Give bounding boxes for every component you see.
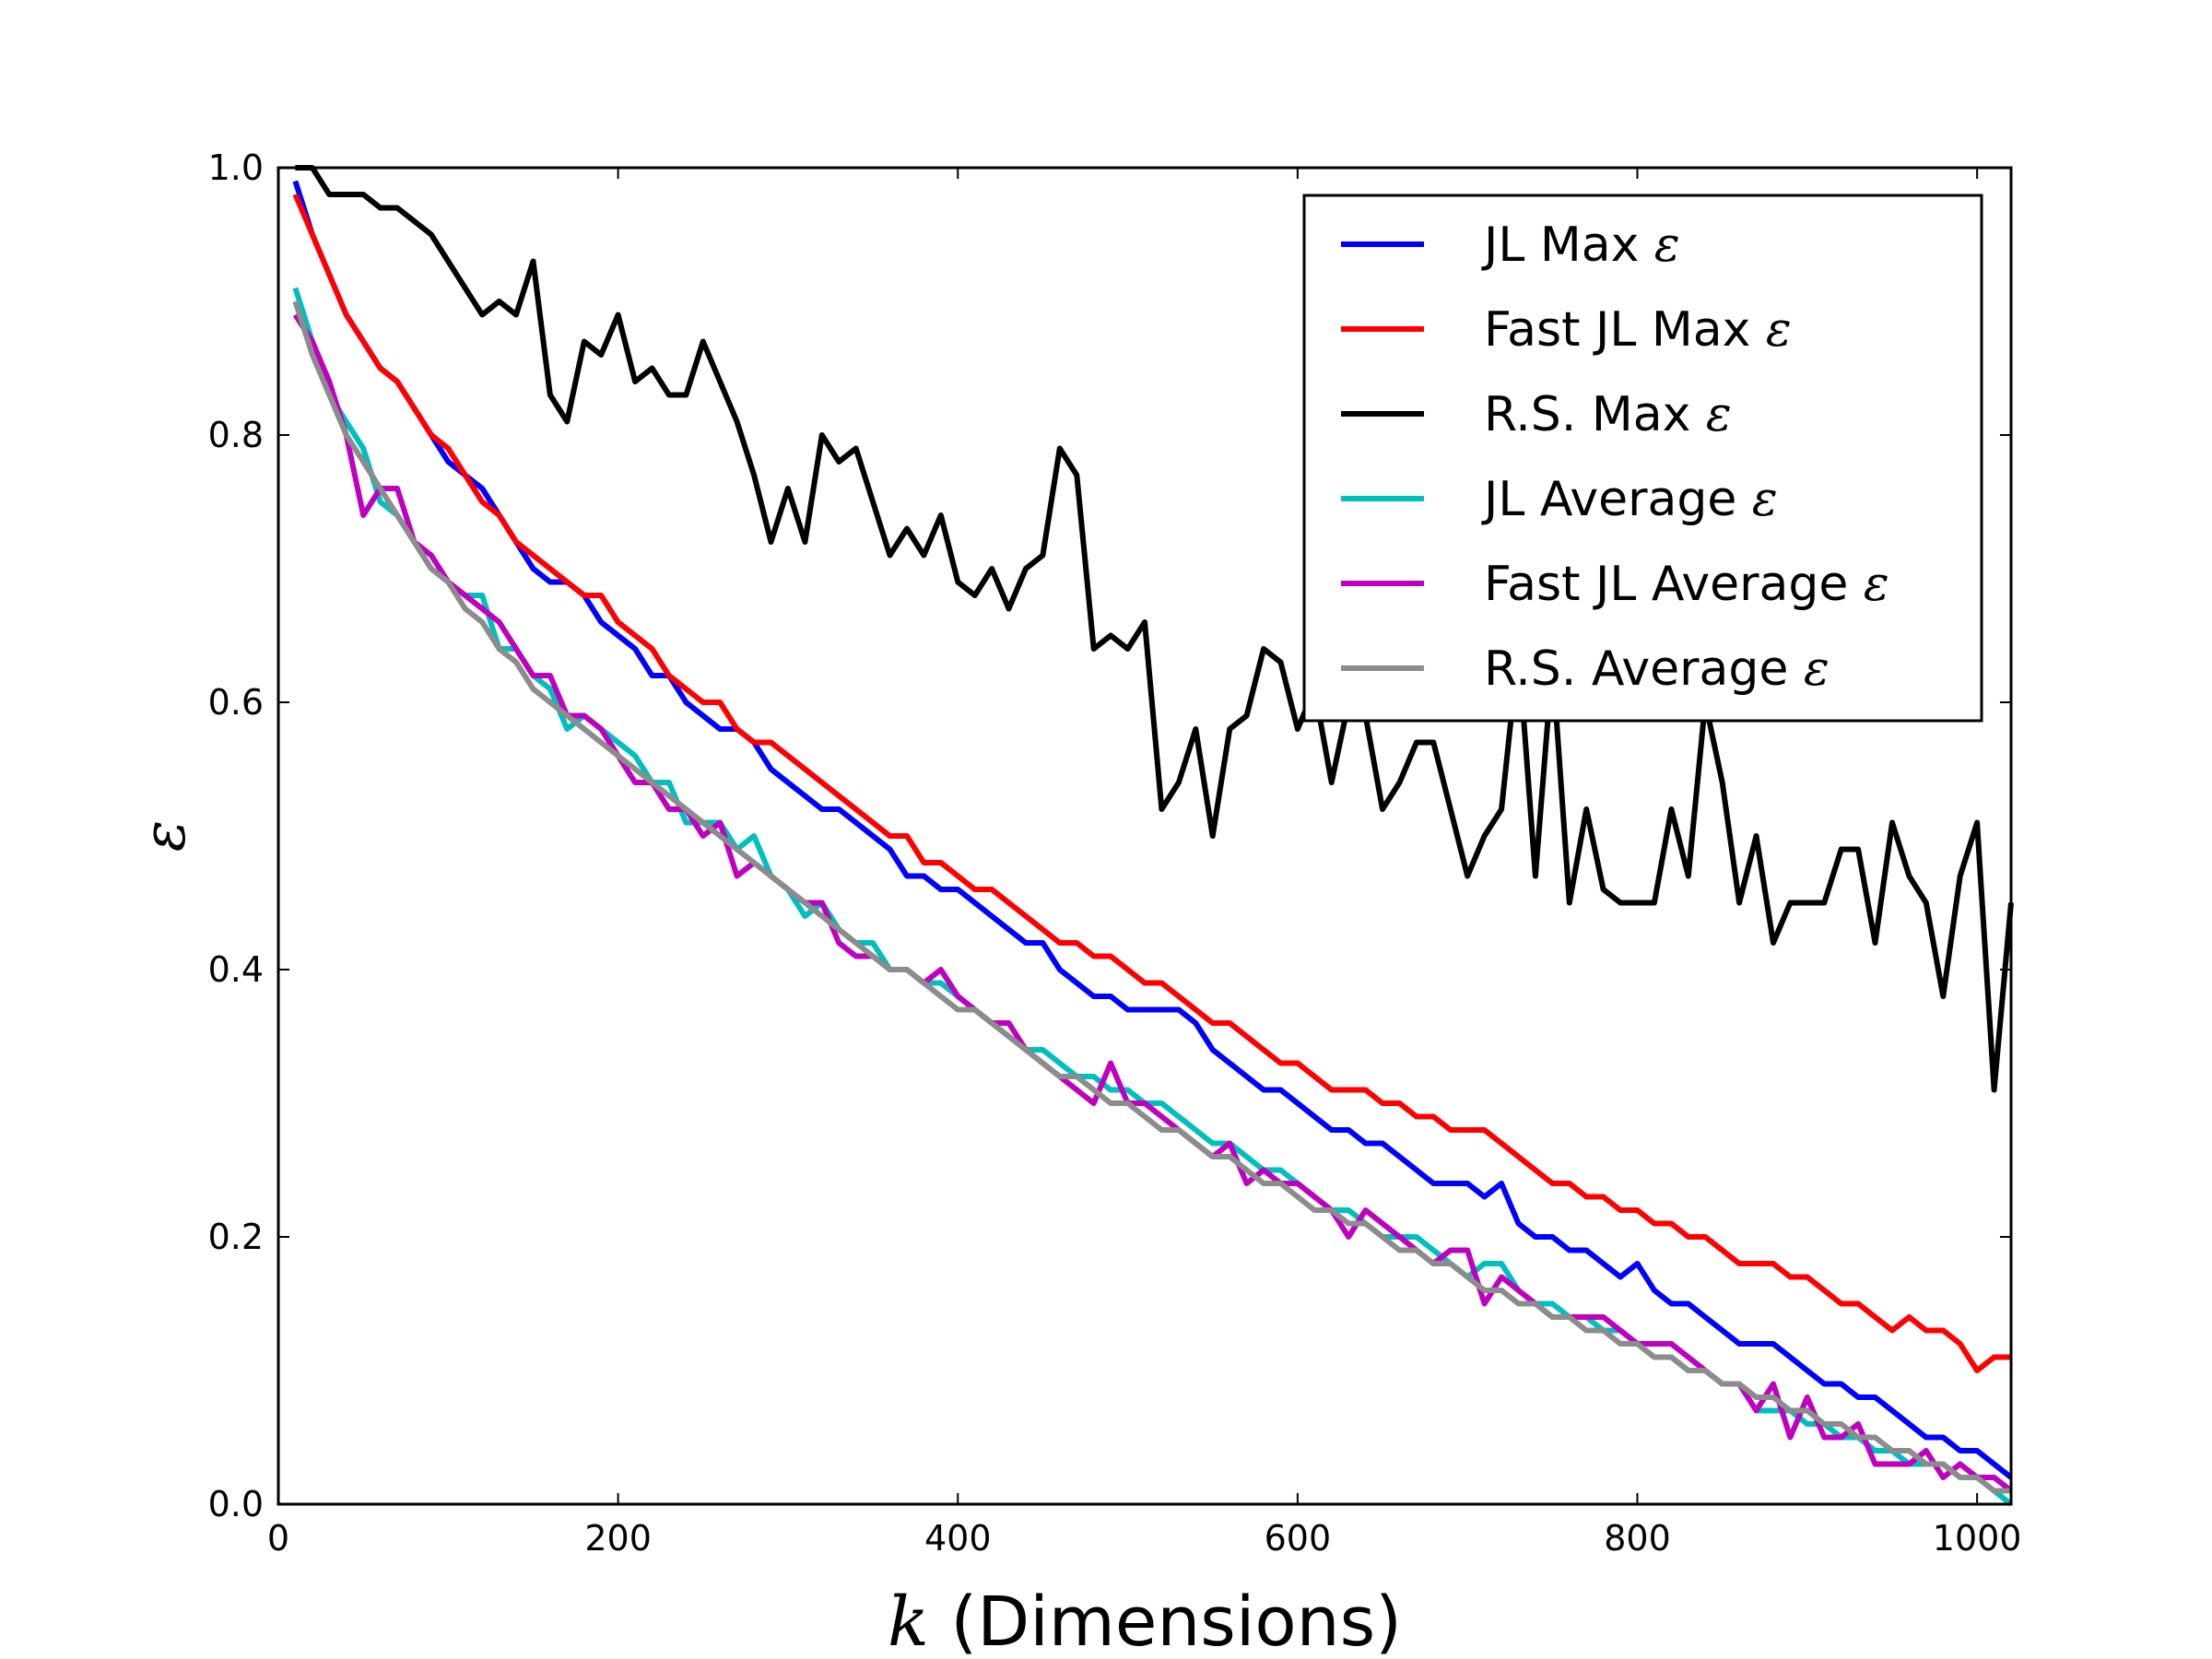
y-tick-label: 0.4 — [208, 949, 264, 990]
y-tick-label: 1.0 — [208, 147, 264, 188]
legend: JL Max ε Fast JL Max ε R.S. Max ε JL Averag… — [1302, 194, 1983, 723]
legend-box — [1302, 194, 1983, 723]
y-tick-label: 0.0 — [208, 1484, 264, 1524]
legend-label-r-s-max: R.S. Max ε — [1484, 387, 1732, 442]
legend-label-r-s-average: R.S. Average ε — [1484, 641, 1830, 697]
y-tick-label: 0.6 — [208, 682, 264, 723]
x-axis-variable: k — [888, 1583, 929, 1659]
tick-layer: 0 200 400 600 800 1000 0.0 0.2 0.4 0.6 0.8 1.0 — [208, 147, 2022, 1559]
x-tick-label: 200 — [584, 1518, 652, 1559]
x-tick-label: 800 — [1604, 1518, 1671, 1559]
legend-label-jl-average: JL Average ε — [1481, 472, 1778, 527]
series-layer — [292, 165, 2014, 1507]
legend-label-fast-jl-max: Fast JL Max ε — [1484, 302, 1792, 358]
y-tick-label: 0.2 — [208, 1217, 264, 1257]
legend-label-fast-jl-average: Fast JL Average ε — [1484, 557, 1889, 612]
series-line-fast-jl-max — [292, 193, 2011, 1373]
y-tick-label: 0.8 — [208, 415, 264, 455]
legend-label-jl-max: JL Max ε — [1481, 218, 1680, 273]
series-line-r-s-max — [295, 165, 2014, 1093]
y-axis-label: ε — [131, 820, 199, 852]
x-tick-label: 400 — [924, 1518, 992, 1559]
x-axis-label-text: (Dimensions) — [929, 1583, 1402, 1659]
series-line-r-s-average — [292, 300, 2011, 1494]
x-axis-label: k (Dimensions) — [888, 1583, 1402, 1659]
x-tick-label: 1000 — [1933, 1518, 2022, 1559]
x-tick-label: 0 — [267, 1518, 289, 1559]
x-tick-label: 600 — [1265, 1518, 1332, 1559]
plot-frame — [276, 166, 2013, 1506]
